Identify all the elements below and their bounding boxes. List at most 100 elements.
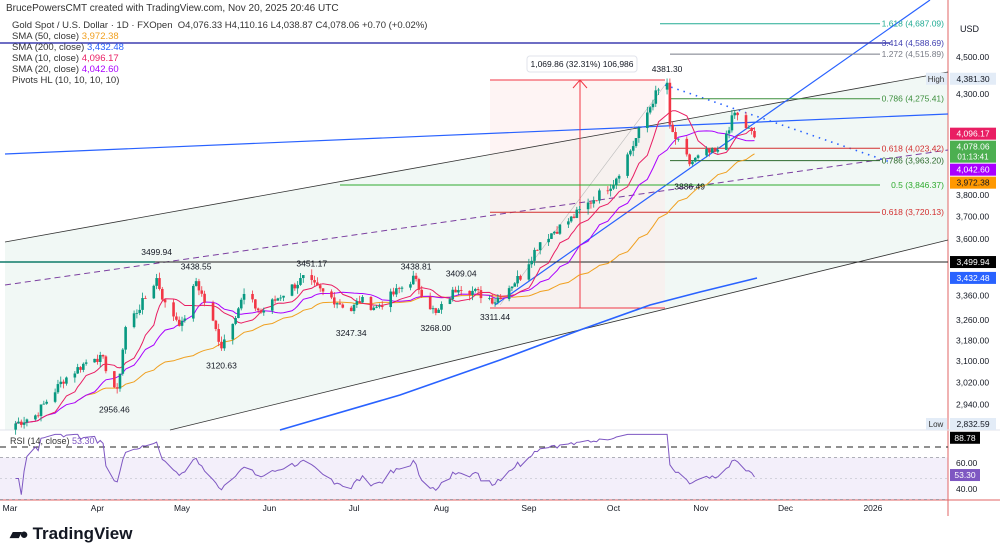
candle (753, 127, 756, 139)
candle-body (321, 288, 325, 292)
candle-body (488, 298, 491, 299)
price-badge (950, 163, 996, 176)
candle (530, 256, 533, 268)
candle-body (414, 275, 418, 280)
candle (301, 275, 305, 283)
candle-body (318, 285, 322, 289)
candle (273, 295, 277, 304)
candle-body (538, 242, 542, 251)
candle (411, 270, 415, 285)
candle (395, 284, 398, 298)
pivot-label: 3120.63 (206, 361, 237, 371)
candle (736, 111, 739, 121)
candle-body (397, 288, 401, 290)
candle-body (310, 275, 314, 281)
symbol-line[interactable]: Gold Spot / U.S. Dollar · 1D · FXOpen O4… (12, 20, 427, 31)
candle (175, 312, 178, 322)
candle (313, 275, 316, 286)
candle-body (262, 310, 266, 313)
candle-body (132, 313, 136, 328)
candle (538, 242, 542, 255)
candle (330, 289, 333, 300)
candle-body (609, 188, 612, 191)
candle-body (724, 133, 728, 150)
candle-body (335, 303, 339, 305)
rsi-title: RSI (14, close) 53.30 (10, 436, 95, 446)
candle (115, 383, 119, 394)
legend-sma200[interactable]: SMA (200, close) 3,432.48 (12, 42, 124, 53)
legend-sma10[interactable]: SMA (10, close) 4,096.17 (12, 53, 119, 64)
candle (710, 147, 714, 154)
legend-pivots[interactable]: Pivots HL (10, 10, 10, 10) (12, 75, 120, 86)
price-badge-label: 4,042.60 (956, 165, 989, 175)
candle-body (152, 285, 156, 299)
candle-body (637, 128, 641, 139)
channel-fill (5, 72, 948, 430)
candle-body (158, 278, 161, 289)
candle-body (572, 216, 576, 218)
candle (380, 301, 384, 310)
candle-body (270, 299, 274, 311)
candle-body (454, 289, 457, 293)
candle (671, 121, 674, 133)
candle-body (550, 233, 553, 239)
candle (59, 376, 63, 388)
candle (282, 295, 285, 302)
candle-body (552, 231, 556, 234)
channel-upper-line (4, 71, 949, 243)
candle-body (685, 138, 689, 155)
candle (629, 149, 632, 157)
candle-body (688, 154, 691, 165)
candle-body (457, 290, 460, 293)
candle-body (183, 318, 187, 321)
candle-body (693, 157, 697, 162)
candle-body (527, 264, 531, 280)
candle (617, 174, 621, 184)
candle (626, 152, 629, 179)
fib-level-label: 3.414 (4,588.69) (882, 38, 945, 48)
candle (637, 126, 641, 143)
candle (251, 290, 254, 303)
candle (750, 127, 753, 135)
candle-body (115, 387, 119, 389)
candle (612, 180, 615, 190)
candle-body (330, 291, 333, 298)
candle (155, 273, 158, 290)
candle (547, 233, 550, 246)
fib-level-label: 0.786 (4,275.41) (882, 94, 945, 104)
candle-body (93, 358, 96, 363)
candle-body (98, 354, 102, 362)
candle-body (589, 202, 593, 204)
fib-level-label: 1.618 (4,687.09) (882, 19, 945, 29)
candle (677, 138, 680, 142)
candle (104, 355, 108, 374)
candle-body (56, 384, 60, 393)
candle (39, 404, 43, 422)
candle-body (79, 367, 82, 370)
candle-body (499, 297, 502, 300)
candle (724, 130, 728, 151)
candle-body (113, 371, 116, 388)
legend-sma50[interactable]: SMA (50, close) 3,972.38 (12, 31, 119, 42)
tradingview-logo[interactable]: ▰● TradingView (10, 524, 133, 543)
candle (428, 292, 432, 310)
candle (73, 371, 77, 383)
candle (375, 304, 378, 309)
candle (533, 247, 536, 266)
candle (479, 286, 483, 304)
candle-body (671, 124, 674, 133)
candle (708, 148, 711, 157)
candle-body (496, 297, 500, 303)
candle (631, 140, 635, 157)
candle-body (180, 320, 184, 326)
candle-body (104, 356, 108, 372)
candle-body (223, 339, 226, 349)
candle-body (242, 293, 246, 300)
legend-sma20[interactable]: SMA (20, close) 4,042.60 (12, 64, 119, 75)
price-badge-label: 2,832.59 (956, 419, 989, 429)
candle (431, 305, 435, 314)
candle-body (39, 404, 43, 416)
candle-body (254, 299, 257, 309)
tradingview-logo-icon: ▰● (10, 526, 29, 543)
